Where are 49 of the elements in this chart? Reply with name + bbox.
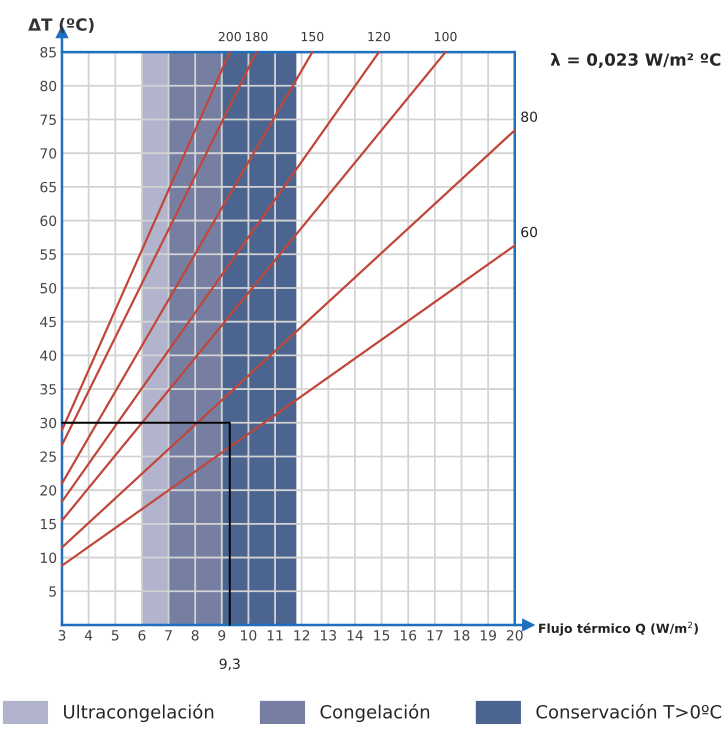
x-tick-label: 19 (480, 630, 496, 641)
y-tick-label: 45 (40, 316, 56, 328)
x-tick-label: 13 (321, 630, 336, 641)
legend-label: Congelación (320, 704, 430, 722)
legend-label: Ultracongelación (64, 704, 214, 722)
x-tick-label: 10 (241, 630, 256, 641)
x-tick-label: 20 (506, 630, 523, 641)
x-tick-label: 14 (348, 630, 364, 640)
y-tick-label: 80 (40, 80, 56, 92)
series-label: 180 (246, 32, 268, 42)
y-tick-label: 65 (40, 182, 56, 192)
x-tick-label: 18 (454, 630, 470, 641)
y-tick-label: 60 (40, 216, 56, 226)
series-label: 150 (302, 32, 324, 42)
y-tick-label: 15 (40, 519, 56, 530)
series-label: 120 (368, 32, 390, 42)
y-tick-label: 75 (40, 114, 56, 125)
x-tick-label: 16 (400, 630, 416, 641)
series-label: 60 (521, 226, 538, 238)
x-tick-label: 15 (374, 630, 390, 641)
y-tick-label: 30 (40, 418, 56, 428)
x-tick-label: 8 (192, 630, 199, 641)
series-label: 100 (434, 32, 457, 42)
series-label: 200 (218, 32, 241, 42)
legend-label: Conservación T>0ºC (536, 704, 722, 719)
x-tick-label: 12 (294, 630, 310, 640)
x-tick-label: 7 (165, 630, 172, 640)
y-tick-label: 55 (40, 249, 56, 260)
y-axis-title: ΔT (ºC) (28, 18, 94, 33)
x-tick-label: 9 (218, 630, 226, 641)
y-tick-label: 40 (40, 350, 56, 361)
y-tick-label: 20 (40, 485, 56, 496)
annotation: 9,3 (220, 658, 240, 670)
y-tick-label: 50 (40, 282, 56, 294)
series-label: 80 (521, 112, 538, 122)
y-tick-label: 10 (40, 552, 56, 564)
y-tick-label: 35 (40, 384, 56, 395)
text: λ = 0,023 W/m² ºC (550, 52, 720, 68)
x-tick-label: 5 (112, 630, 118, 641)
x-tick-label: 3 (58, 630, 66, 641)
x-tick-label: 4 (84, 630, 92, 640)
x-axis-title: Flujo térmico Q (W/m$^{2}$) (539, 622, 698, 636)
x-tick-label: 17 (428, 630, 442, 640)
y-tick-label: 85 (40, 47, 56, 58)
y-tick-label: 25 (40, 451, 56, 462)
x-tick-label: 6 (138, 630, 146, 641)
y-tick-label: 70 (40, 148, 56, 159)
x-tick-label: 11 (268, 630, 283, 640)
y-tick-label: 5 (49, 586, 56, 597)
